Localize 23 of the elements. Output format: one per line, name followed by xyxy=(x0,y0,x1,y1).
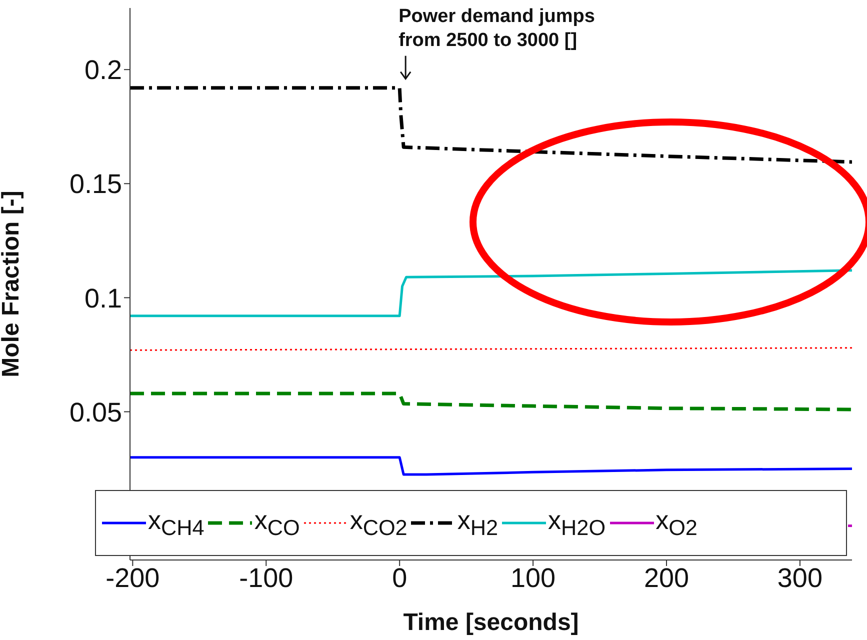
x-axis-title: Time [seconds] xyxy=(403,609,579,636)
y-tick-label: 0.05 xyxy=(69,397,122,428)
legend-label: x$_{CO2}$ xyxy=(350,504,408,542)
y-tick-label: 0.1 xyxy=(84,283,122,314)
x-tick-label: 100 xyxy=(510,563,556,594)
x-tick-label: -200 xyxy=(106,563,160,594)
legend-label: x$_{CO}$ xyxy=(254,504,300,542)
y-axis-title: Mole Fraction [-] xyxy=(0,190,25,378)
line-series xyxy=(130,392,852,412)
y-tick-label: 0.15 xyxy=(69,169,122,200)
line-series xyxy=(130,456,852,476)
legend-label: x$_{O2}$ xyxy=(656,504,698,542)
line-series xyxy=(130,269,852,318)
legend-label: x$_{H2}$ xyxy=(457,504,498,542)
y-tick-label: 0.2 xyxy=(84,55,122,86)
x-tick-label: 0 xyxy=(392,563,408,594)
legend-label: x$_{H2O}$ xyxy=(548,504,606,542)
annotation: Power demand jumps from 2500 to 3000 [] xyxy=(398,6,595,51)
x-tick-label: -100 xyxy=(239,563,294,594)
line-series xyxy=(130,86,852,164)
x-tick-label: 200 xyxy=(644,563,690,594)
x-tick-label: 300 xyxy=(777,563,822,594)
legend-label: x$_{CH4}$ xyxy=(148,504,204,542)
